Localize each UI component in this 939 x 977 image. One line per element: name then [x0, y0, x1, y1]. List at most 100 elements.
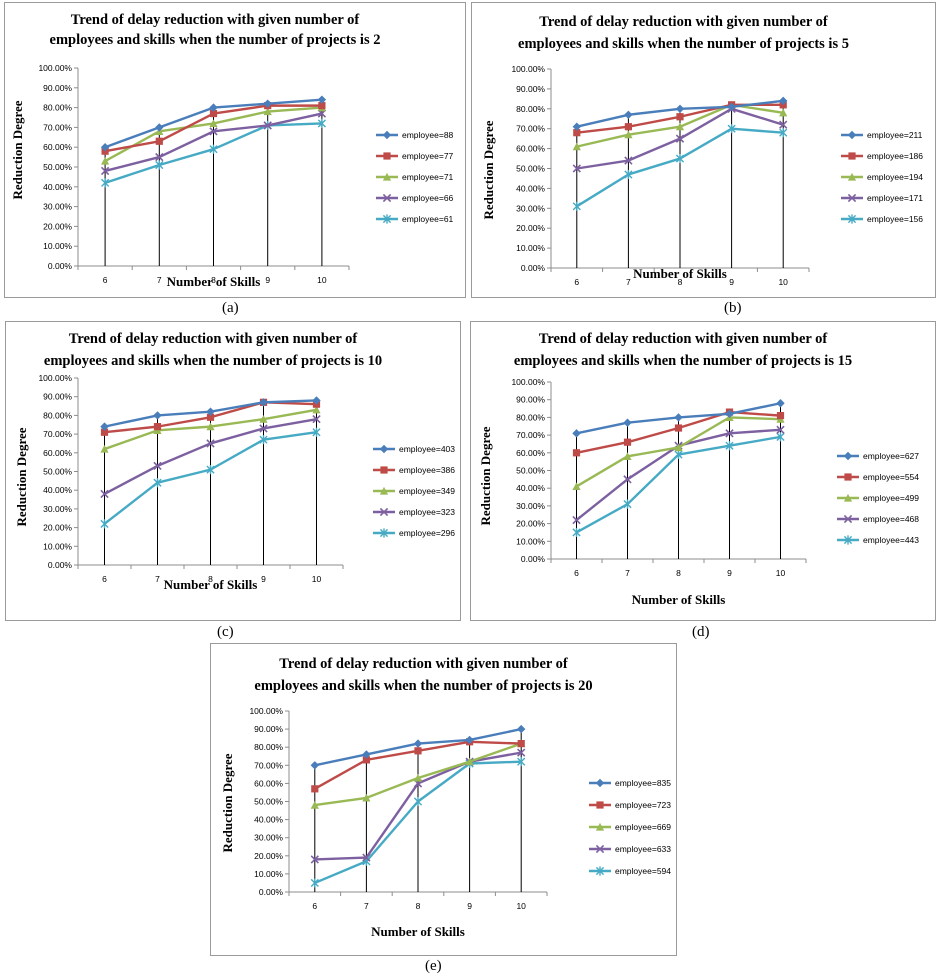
chart-d-title-line-2: employees and skills when the number of … — [514, 353, 852, 369]
chart-a-series-1-point — [100, 143, 110, 152]
chart-c-x-tick-label: 10 — [312, 574, 322, 584]
chart-e-y-tick-label: 100.00% — [249, 706, 283, 716]
chart-e-x-axis-label: Number of Skills — [371, 924, 465, 939]
chart-c-y-tick-label: 100.00% — [38, 373, 72, 383]
chart-e-legend-marker — [596, 801, 604, 809]
chart-b-x-tick-label: 7 — [626, 277, 631, 287]
chart-b-x-tick-label: 6 — [574, 277, 579, 287]
chart-d-x-tick-label: 10 — [776, 568, 786, 578]
chart-c-series-1-point — [312, 396, 321, 405]
chart-c-series-3-point — [312, 405, 321, 414]
chart-e-series-2-point — [414, 747, 422, 755]
chart-c-x-tick-label: 8 — [208, 574, 213, 584]
chart-d-x-axis-label: Number of Skills — [632, 592, 726, 607]
chart-c-title-line-2: employees and skills when the number of … — [44, 353, 382, 369]
chart-b-legend-label: employee=156 — [867, 214, 923, 224]
chart-d-series-2-point — [776, 412, 785, 420]
chart-c-title-line-1: Trend of delay reduction with given numb… — [69, 331, 358, 347]
chart-a-y-tick-label: 10.00% — [43, 241, 72, 251]
chart-c-y-tick-label: 40.00% — [43, 485, 72, 495]
chart-c-legend-label: employee=296 — [399, 528, 455, 538]
chart-a-series-5-point — [209, 144, 218, 154]
chart-c-legend-marker — [380, 466, 388, 474]
chart-e-y-tick-label: 0.00% — [259, 887, 284, 897]
chart-e-y-tick-label: 20.00% — [254, 851, 283, 861]
chart-b-legend-label: employee=171 — [867, 193, 923, 203]
chart-svg-b: Trend of delay reduction with given numb… — [471, 2, 936, 298]
chart-c-series-3-point — [100, 444, 109, 453]
chart-panel-d: Trend of delay reduction with given numb… — [470, 321, 936, 621]
chart-c-series-5-point — [206, 465, 215, 475]
chart-e-series-3-point — [413, 773, 423, 782]
chart-a-y-tick-label: 20.00% — [43, 221, 72, 231]
chart-b-series-4-point — [572, 164, 581, 173]
chart-c-series-5-point — [153, 478, 162, 488]
chart-panel-b: Trend of delay reduction with given numb… — [471, 2, 936, 298]
chart-c-legend-label: employee=349 — [399, 486, 455, 496]
chart-b-series-5-point — [779, 128, 788, 138]
chart-d-legend-marker — [844, 473, 852, 481]
chart-a-legend-marker — [382, 214, 392, 224]
chart-a-series-5-point — [317, 118, 326, 129]
chart-b-series-3-point — [624, 130, 633, 139]
chart-e-legend-marker — [595, 778, 605, 788]
chart-d-series-1-point — [725, 409, 734, 419]
chart-d-series-1-point — [776, 399, 785, 408]
chart-c-y-tick-label: 80.00% — [43, 410, 72, 420]
chart-e-title-line-2: employees and skills when the number of … — [254, 678, 592, 694]
chart-d-series-3-point — [572, 482, 581, 491]
chart-d-y-tick-label: 30.00% — [516, 501, 545, 511]
chart-svg-d: Trend of delay reduction with given numb… — [470, 321, 936, 621]
chart-b-x-axis-label: Number of Skills — [633, 266, 727, 281]
chart-e-legend-label: employee=594 — [615, 866, 671, 876]
chart-a-series-5-point — [101, 178, 110, 188]
chart-d-series-2-point — [674, 424, 683, 432]
chart-b-legend-label: employee=211 — [867, 130, 923, 140]
chart-b-legend-label: employee=194 — [867, 172, 923, 182]
chart-a-legend-label: employee=88 — [402, 130, 454, 140]
chart-b-legend-marker — [847, 193, 857, 203]
chart-c-series-5-point — [100, 519, 109, 529]
chart-a-series-3-point — [209, 119, 218, 128]
chart-b-y-axis-label: Reduction Degree — [481, 120, 496, 219]
chart-b-title-line-1: Trend of delay reduction with given numb… — [539, 14, 828, 30]
chart-c-series-4-point — [312, 414, 321, 424]
chart-e-y-tick-label: 50.00% — [254, 797, 283, 807]
chart-e-y-tick-label: 30.00% — [254, 833, 283, 843]
chart-e-series-2-point — [362, 756, 370, 764]
chart-d-y-tick-label: 60.00% — [516, 448, 545, 458]
chart-a-series-2-point — [155, 137, 163, 145]
chart-b-legend-label: employee=186 — [867, 151, 923, 161]
chart-e-series-5-point — [310, 878, 319, 888]
chart-panel-a: Trend of delay reduction with given numb… — [4, 2, 466, 298]
chart-a-series-2-point — [209, 109, 218, 118]
chart-d-series-1-point — [674, 413, 683, 422]
chart-b-series-4-point — [624, 156, 633, 165]
chart-c-series-4-point — [100, 489, 109, 499]
chart-d-y-tick-label: 40.00% — [516, 483, 545, 493]
chart-a-series-5-point — [155, 160, 164, 170]
chart-b-series-3-point — [779, 108, 788, 117]
chart-d-series-3-point — [623, 452, 632, 460]
chart-d-legend-marker — [843, 535, 853, 545]
caption-c: (c) — [217, 624, 234, 640]
chart-e-y-tick-label: 10.00% — [254, 869, 283, 879]
chart-a-legend-label: employee=77 — [402, 151, 454, 161]
chart-d-x-tick-label: 6 — [574, 568, 579, 578]
chart-b-y-tick-label: 80.00% — [516, 104, 545, 114]
chart-b-y-tick-label: 50.00% — [516, 164, 545, 174]
chart-d-series-4-point — [572, 515, 581, 525]
chart-a-x-tick-label: 6 — [103, 275, 108, 285]
chart-a-x-tick-label: 9 — [265, 275, 270, 285]
chart-a-legend-label: employee=71 — [402, 172, 454, 182]
chart-a-x-tick-label: 7 — [157, 275, 162, 285]
chart-b-series-5-point — [624, 169, 633, 180]
chart-d-y-tick-label: 90.00% — [516, 395, 545, 405]
chart-d-series-2-point — [623, 438, 632, 446]
chart-d-y-tick-label: 20.00% — [516, 519, 545, 529]
chart-c-legend-label: employee=403 — [399, 444, 455, 454]
chart-b-y-tick-label: 100.00% — [511, 64, 545, 74]
caption-d: (d) — [692, 624, 710, 640]
chart-d-legend-marker — [843, 514, 853, 524]
chart-b-y-tick-label: 70.00% — [516, 124, 545, 134]
